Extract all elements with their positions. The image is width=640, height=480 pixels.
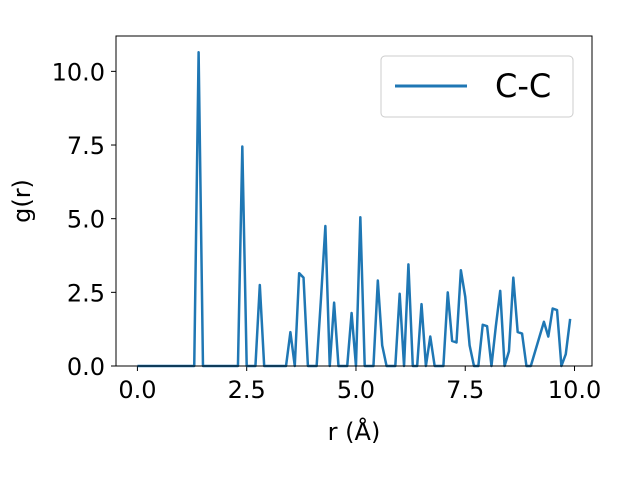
y-tick-label: 10.0 [52,58,105,86]
y-tick-label: 7.5 [67,132,105,160]
x-tick-label: 5.0 [337,376,375,404]
x-tick-label: 2.5 [228,376,266,404]
y-axis-label: g(r) [8,179,36,223]
x-tick-label: 10.0 [548,376,601,404]
x-axis-label: r (Å) [328,417,381,446]
x-tick-label: 7.5 [446,376,484,404]
legend: C-C [380,55,574,118]
ticks-layer: 0.0 2.5 5.0 7.5 10.0 0.0 2.5 5.0 7.5 10.0 [52,58,602,404]
y-tick-label: 5.0 [67,206,105,234]
x-tick-label: 0.0 [118,376,156,404]
legend-label: C-C [495,67,551,105]
legend-box [380,55,574,118]
y-tick-label: 2.5 [67,279,105,307]
y-tick-label: 0.0 [67,353,105,381]
plot-frame [115,35,593,367]
